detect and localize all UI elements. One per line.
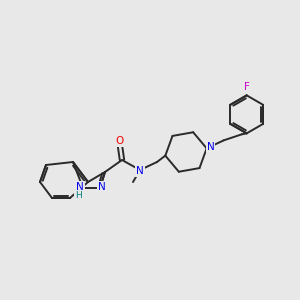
- Text: N: N: [76, 182, 84, 192]
- Text: O: O: [116, 136, 124, 146]
- Text: N: N: [136, 166, 144, 176]
- Text: H: H: [75, 191, 81, 200]
- Text: N: N: [207, 142, 214, 152]
- Text: F: F: [244, 82, 250, 92]
- Text: N: N: [98, 182, 106, 192]
